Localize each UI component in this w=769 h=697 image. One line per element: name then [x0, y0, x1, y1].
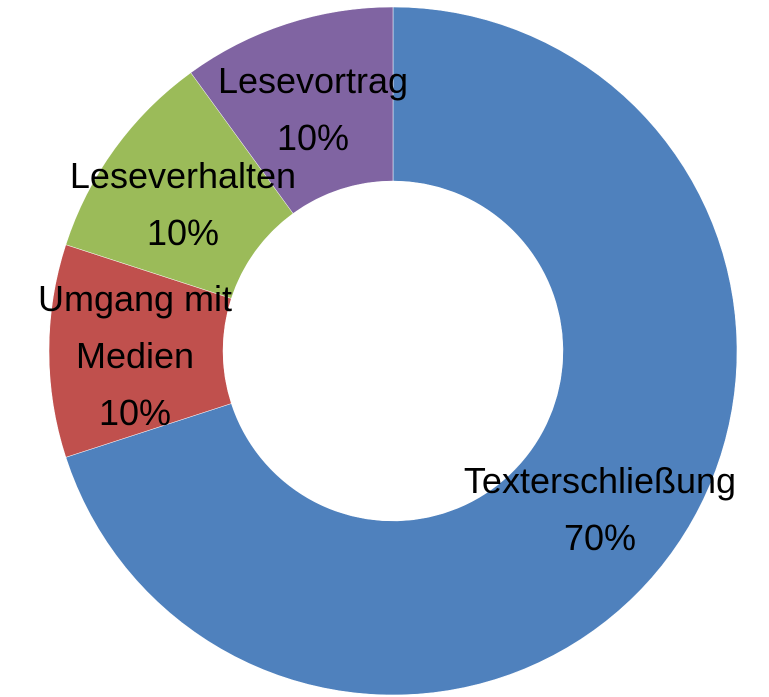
category-label: Umgang mit Medien — [37, 278, 233, 376]
percent-label: 10% — [98, 392, 172, 433]
data-label: Texterschließung 70% — [400, 452, 769, 566]
category-label: Leseverhalten — [69, 155, 297, 196]
donut-slice — [65, 6, 738, 696]
data-label: Lesevortrag 10% — [113, 52, 513, 166]
data-label: Leseverhalten 10% — [0, 147, 383, 261]
percent-label: 10% — [146, 212, 220, 253]
category-label: Lesevortrag — [217, 60, 409, 101]
percent-label: 10% — [276, 117, 350, 158]
donut-slice — [190, 6, 394, 214]
data-label: Umgang mit Medien 10% — [5, 270, 265, 441]
category-label: Texterschließung — [463, 460, 737, 501]
percent-label: 70% — [563, 517, 637, 558]
